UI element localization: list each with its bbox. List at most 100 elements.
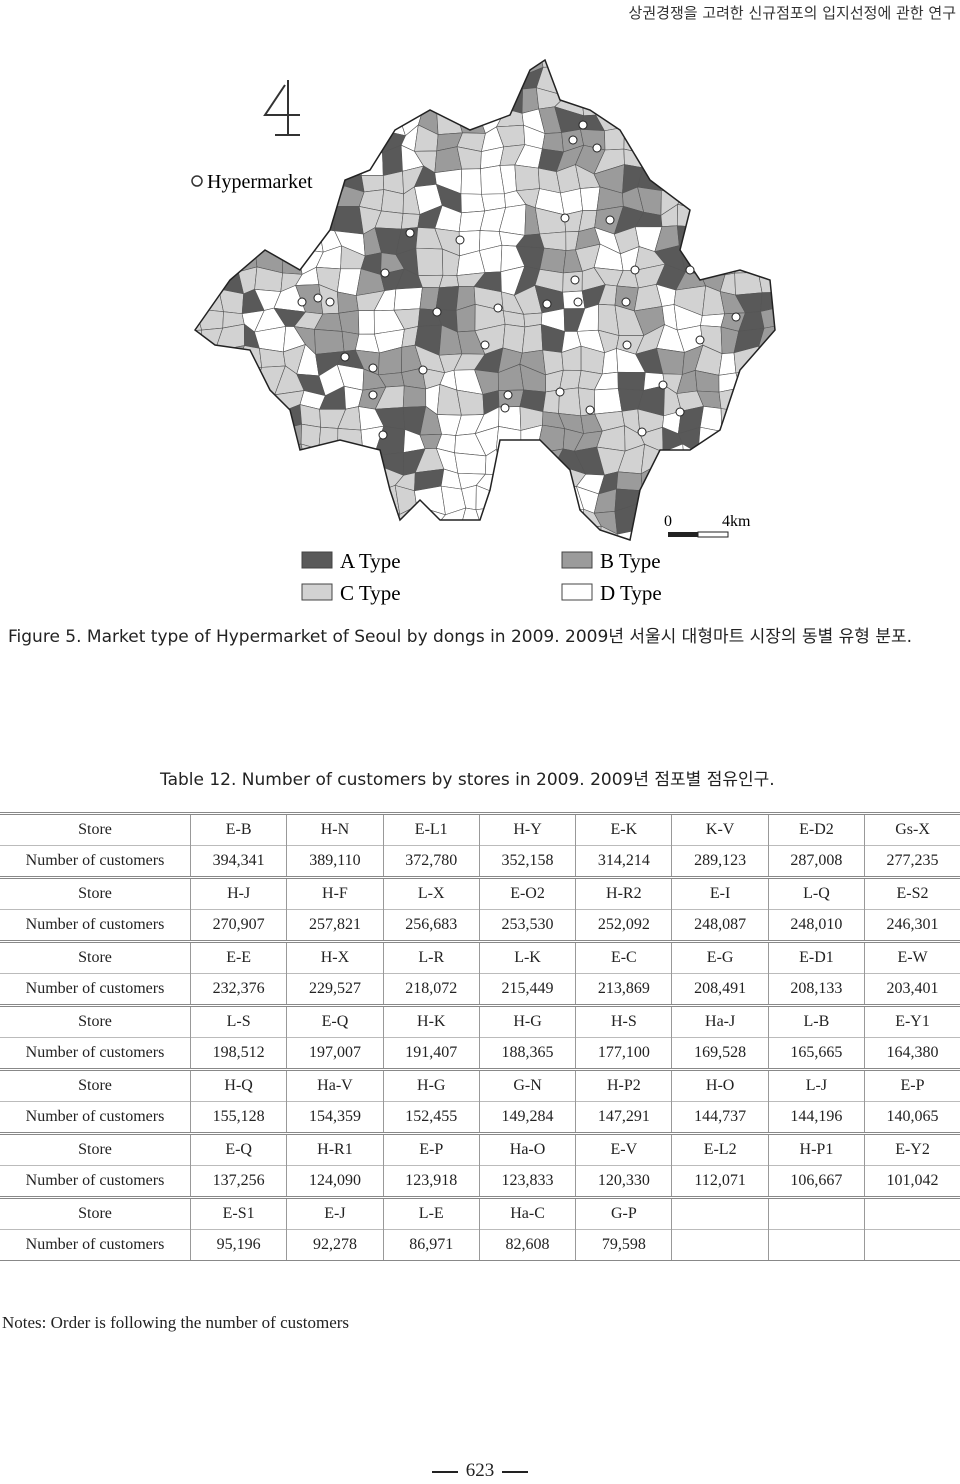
district [553, 60, 584, 68]
table-cell: H-O [671, 1068, 769, 1102]
table-row: Store H-J H-F L-X E-O2 H-R2 E-I L-Q E-S2 [0, 876, 960, 910]
district [594, 60, 624, 71]
table-cell: 203,401 [864, 973, 960, 1006]
district [616, 471, 643, 491]
table-cell: E-J [286, 1196, 384, 1230]
district [617, 371, 646, 391]
district [353, 88, 384, 106]
district [764, 406, 775, 436]
table-row: Store L-S E-Q H-K H-G H-S Ha-J L-B E-Y1 [0, 1004, 960, 1038]
district [581, 85, 606, 117]
district [713, 60, 742, 76]
table-cell: 372,780 [382, 845, 480, 878]
district [574, 60, 602, 68]
store-marker [675, 407, 685, 417]
district [358, 310, 375, 335]
district [195, 264, 200, 289]
row-label: Store [0, 1196, 191, 1230]
district [658, 163, 686, 192]
row-label: Store [0, 940, 191, 974]
district [619, 85, 641, 112]
table-cell: 95,196 [189, 1229, 288, 1261]
district [317, 60, 344, 75]
district [261, 552, 285, 571]
table-cell: G-N [478, 1068, 577, 1102]
district [354, 60, 386, 75]
table-cell: 270,907 [189, 909, 288, 942]
district [738, 103, 759, 136]
district [595, 85, 623, 116]
district [195, 69, 205, 92]
district [676, 486, 700, 513]
district [297, 507, 319, 532]
district [240, 554, 265, 572]
district [760, 525, 775, 540]
district [296, 464, 322, 493]
table-row: Number of customers 270,907 257,821 256,683… [0, 909, 960, 942]
district [195, 106, 200, 135]
page-number: 623 [465, 1460, 495, 1481]
district [255, 465, 278, 490]
district [721, 89, 742, 109]
district [677, 465, 705, 488]
table-cell: E-S2 [864, 876, 960, 910]
dash [502, 1470, 529, 1473]
table-cell: 144,737 [671, 1101, 769, 1134]
map-figure: Hypermarket 0 4km A Type B Type C Type D Ty… [191, 58, 806, 605]
district [460, 193, 486, 214]
district [275, 464, 307, 488]
district [257, 128, 285, 152]
district [733, 204, 766, 235]
legend-swatch [301, 583, 333, 601]
district [393, 287, 423, 311]
district [274, 423, 302, 450]
table-cell: L-E [382, 1196, 480, 1230]
table-cell: K-V [671, 812, 769, 846]
district [719, 447, 741, 473]
table-cell: 92,278 [286, 1229, 384, 1261]
district [337, 428, 363, 450]
table-cell: L-R [382, 940, 480, 974]
district [503, 60, 526, 76]
district [195, 384, 200, 416]
district [776, 526, 806, 552]
district [778, 192, 804, 213]
district [354, 68, 384, 96]
district [419, 548, 441, 575]
district [196, 69, 223, 94]
district [458, 533, 485, 540]
district [719, 427, 742, 456]
district [683, 145, 707, 167]
table-cell: 198,512 [189, 1037, 288, 1070]
district [295, 84, 326, 112]
district [278, 209, 297, 232]
district [435, 286, 460, 311]
table-cell: E-V [575, 1132, 673, 1166]
district [536, 486, 559, 511]
table-cell: 177,100 [575, 1037, 673, 1070]
district [195, 133, 226, 153]
district [641, 125, 664, 156]
district [274, 145, 304, 175]
district [202, 492, 225, 516]
district [300, 443, 322, 472]
district [281, 505, 305, 537]
district [518, 526, 545, 540]
district [776, 464, 805, 493]
table-cell: 213,869 [575, 973, 673, 1006]
district [239, 193, 265, 212]
district [678, 60, 703, 76]
table-cell: 253,530 [478, 909, 577, 942]
district [322, 83, 345, 116]
district [281, 531, 305, 540]
store-marker [658, 380, 668, 390]
district [480, 552, 504, 570]
district [337, 486, 358, 507]
district [223, 227, 247, 253]
table-cell: 197,007 [286, 1037, 384, 1070]
district [221, 108, 243, 134]
district [318, 470, 343, 493]
table-cell: 252,092 [575, 909, 673, 942]
district [541, 132, 564, 153]
store-marker [560, 213, 570, 223]
